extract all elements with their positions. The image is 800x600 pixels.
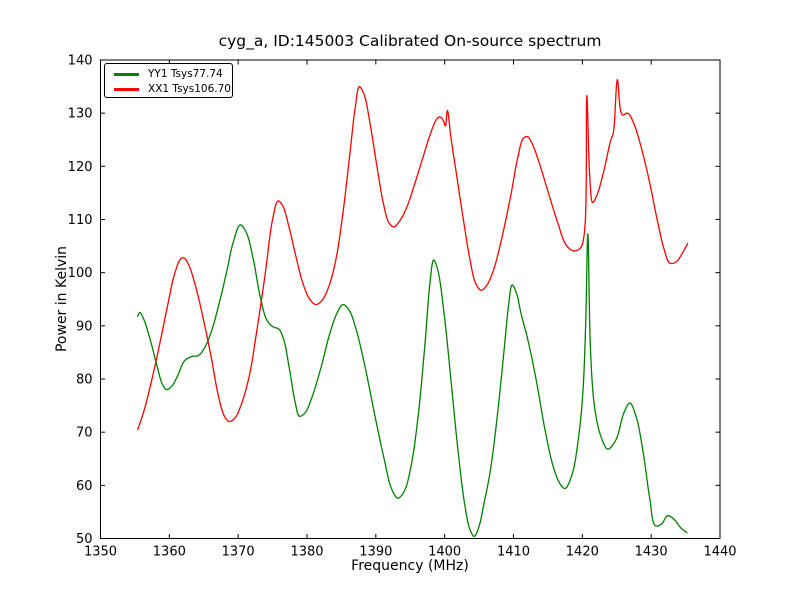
chart-title: cyg_a, ID:145003 Calibrated On-source sp… (218, 32, 602, 50)
x-tick-label: 1390 (359, 545, 392, 560)
y-tick-label: 60 (76, 479, 93, 494)
xx1-line-sample-icon (114, 88, 139, 91)
x-tick-label: 1410 (497, 545, 530, 560)
y-tick-label: 130 (68, 107, 93, 122)
legend-entry-yy1: YY1 Tsys77.74 (114, 67, 232, 82)
yy1-line-sample-icon (114, 73, 139, 76)
y-tick-label: 70 (76, 426, 93, 441)
x-tick-label: 1430 (635, 545, 668, 560)
y-tick-label: 50 (76, 532, 93, 547)
y-tick-label: 140 (68, 54, 93, 69)
legend-label-xx1: XX1 Tsys106.70 (148, 83, 231, 96)
series-line-0 (137, 224, 688, 538)
y-axis-label: Power in Kelvin (54, 245, 70, 353)
legend-label-yy1: YY1 Tsys77.74 (148, 68, 223, 81)
legend-entry-xx1: XX1 Tsys106.70 (114, 82, 232, 97)
x-axis-label: Frequency (MHz) (351, 558, 469, 574)
y-tick-label: 100 (68, 266, 93, 281)
legend: YY1 Tsys77.74 XX1 Tsys106.70 (104, 63, 233, 98)
y-tick-label: 80 (76, 373, 93, 388)
axes-frame (100, 59, 721, 539)
x-tick-label: 1440 (703, 545, 736, 560)
y-tick-label: 110 (68, 213, 93, 228)
x-tick-label: 1400 (428, 545, 461, 560)
x-tick-label: 1380 (290, 545, 323, 560)
y-tick-label: 90 (76, 319, 93, 334)
y-tick-label: 120 (68, 160, 93, 175)
x-tick-label: 1420 (566, 545, 599, 560)
x-tick-label: 1360 (153, 545, 186, 560)
x-tick-label: 1350 (84, 545, 117, 560)
series-line-1 (137, 79, 689, 431)
x-tick-label: 1370 (222, 545, 255, 560)
